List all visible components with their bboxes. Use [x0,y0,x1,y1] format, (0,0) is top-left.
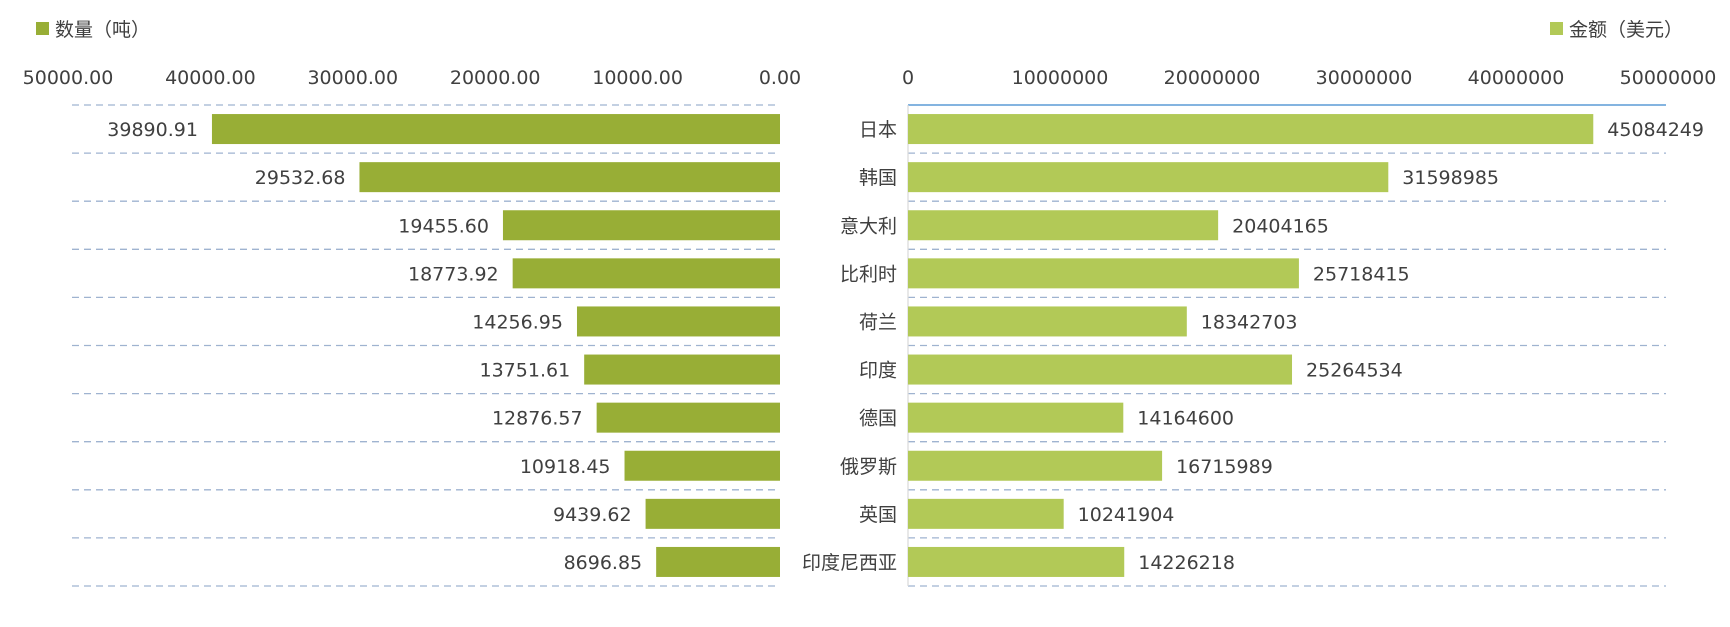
quantity-value-label: 8696.85 [564,552,643,574]
quantity-bar [211,114,781,145]
amount-tick-label: 20000000 [1164,67,1261,89]
quantity-tick-label: 50000.00 [23,67,114,89]
amount-gridlines [907,104,1666,587]
quantity-value-label: 12876.57 [492,408,583,430]
amount-value-label: 14226218 [1138,552,1235,574]
country-label: 比利时 [840,263,897,285]
quantity-value-label: 18773.92 [408,263,499,285]
country-label: 日本 [859,119,897,141]
country-label: 俄罗斯 [840,456,897,478]
quantity-bar [645,498,780,529]
quantity-bar [624,450,780,481]
quantity-bar [502,210,780,241]
quantity-gridlines [72,104,780,587]
quantity-value-label: 39890.91 [107,119,198,141]
quantity-axis-ticks: 50000.00 40000.00 30000.00 20000.00 10000.00… [23,67,801,89]
amount-bar [908,210,1219,241]
quantity-value-label: 14256.95 [472,311,563,333]
country-label: 意大利 [840,215,897,237]
quantity-bars: 39890.91 29532.68 19455.60 18773.92 14256.95… [107,114,781,577]
country-label: 荷兰 [859,311,897,333]
amount-bar [908,162,1389,193]
country-label: 印度 [859,360,897,382]
quantity-bar [359,162,780,193]
amount-axis-ticks: 0 10000000 20000000 30000000 40000000 5000000… [902,67,1716,89]
quantity-tick-label: 40000.00 [165,67,256,89]
amount-bar [908,354,1293,385]
quantity-bar [656,546,780,577]
quantity-value-label: 13751.61 [480,360,571,382]
quantity-value-label: 29532.68 [255,167,346,189]
country-label: 印度尼西亚 [802,552,897,574]
amount-value-label: 20404165 [1232,215,1329,237]
amount-tick-label: 40000000 [1468,67,1565,89]
amount-bar [908,306,1187,337]
legend-quantity[interactable]: 数量（吨） [36,19,150,41]
quantity-value-label: 19455.60 [398,215,489,237]
amount-value-label: 31598985 [1402,167,1499,189]
amount-value-label: 25264534 [1306,360,1403,382]
amount-value-label: 18342703 [1201,311,1298,333]
amount-value-label: 25718415 [1313,263,1410,285]
quantity-bar [576,306,780,337]
country-label: 德国 [859,408,897,430]
amount-value-label: 45084249 [1607,119,1704,141]
quantity-tick-label: 20000.00 [450,67,541,89]
quantity-value-label: 9439.62 [553,504,632,526]
amount-value-label: 16715989 [1176,456,1273,478]
legend-quantity-swatch [36,22,49,35]
country-label: 英国 [859,504,897,526]
amount-bar [908,450,1163,481]
amount-value-label: 10241904 [1078,504,1175,526]
amount-bar [908,114,1594,145]
quantity-value-label: 10918.45 [520,456,611,478]
quantity-bar [596,402,780,433]
amount-tick-label: 50000000 [1620,67,1717,89]
legend-quantity-label: 数量（吨） [55,19,150,41]
amount-bar [908,258,1299,289]
amount-tick-label: 30000000 [1316,67,1413,89]
amount-bars: 45084249 31598985 20404165 25718415 18342703… [908,114,1704,577]
amount-bar [908,498,1064,529]
quantity-bar [584,354,780,385]
quantity-tick-label: 0.00 [759,67,801,89]
quantity-tick-label: 30000.00 [307,67,398,89]
quantity-bar [512,258,780,289]
amount-bar [908,402,1124,433]
amount-tick-label: 0 [902,67,914,89]
amount-tick-label: 10000000 [1012,67,1109,89]
legend-amount[interactable]: 金额（美元） [1550,19,1683,41]
legend-amount-label: 金额（美元） [1569,19,1683,41]
amount-bar [908,546,1125,577]
amount-value-label: 14164600 [1137,408,1234,430]
legend-amount-swatch [1550,22,1563,35]
country-label: 韩国 [859,167,897,189]
quantity-tick-label: 10000.00 [592,67,683,89]
